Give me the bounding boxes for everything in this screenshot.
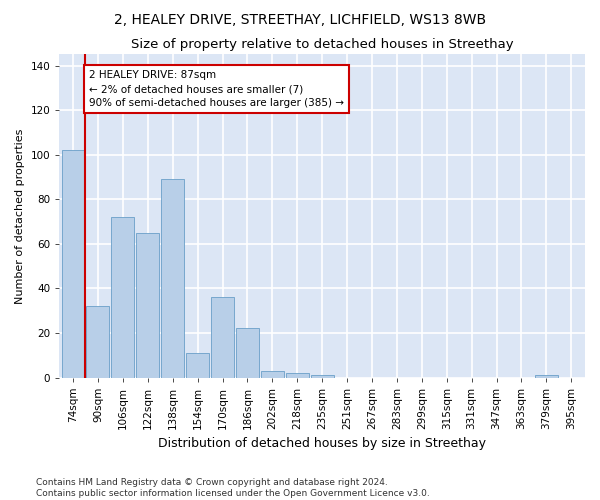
Bar bbox=[112, 217, 134, 378]
Bar bbox=[186, 353, 209, 378]
X-axis label: Distribution of detached houses by size in Streethay: Distribution of detached houses by size … bbox=[158, 437, 486, 450]
Text: 2, HEALEY DRIVE, STREETHAY, LICHFIELD, WS13 8WB: 2, HEALEY DRIVE, STREETHAY, LICHFIELD, W… bbox=[114, 12, 486, 26]
Bar bbox=[535, 376, 558, 378]
Text: 2 HEALEY DRIVE: 87sqm
← 2% of detached houses are smaller (7)
90% of semi-detach: 2 HEALEY DRIVE: 87sqm ← 2% of detached h… bbox=[89, 70, 344, 108]
Bar bbox=[311, 376, 334, 378]
Bar bbox=[136, 232, 159, 378]
Title: Size of property relative to detached houses in Streethay: Size of property relative to detached ho… bbox=[131, 38, 514, 51]
Bar bbox=[161, 179, 184, 378]
Bar bbox=[236, 328, 259, 378]
Y-axis label: Number of detached properties: Number of detached properties bbox=[15, 128, 25, 304]
Bar bbox=[261, 371, 284, 378]
Bar bbox=[62, 150, 85, 378]
Text: Contains HM Land Registry data © Crown copyright and database right 2024.
Contai: Contains HM Land Registry data © Crown c… bbox=[36, 478, 430, 498]
Bar bbox=[86, 306, 109, 378]
Bar bbox=[286, 373, 309, 378]
Bar bbox=[211, 298, 234, 378]
